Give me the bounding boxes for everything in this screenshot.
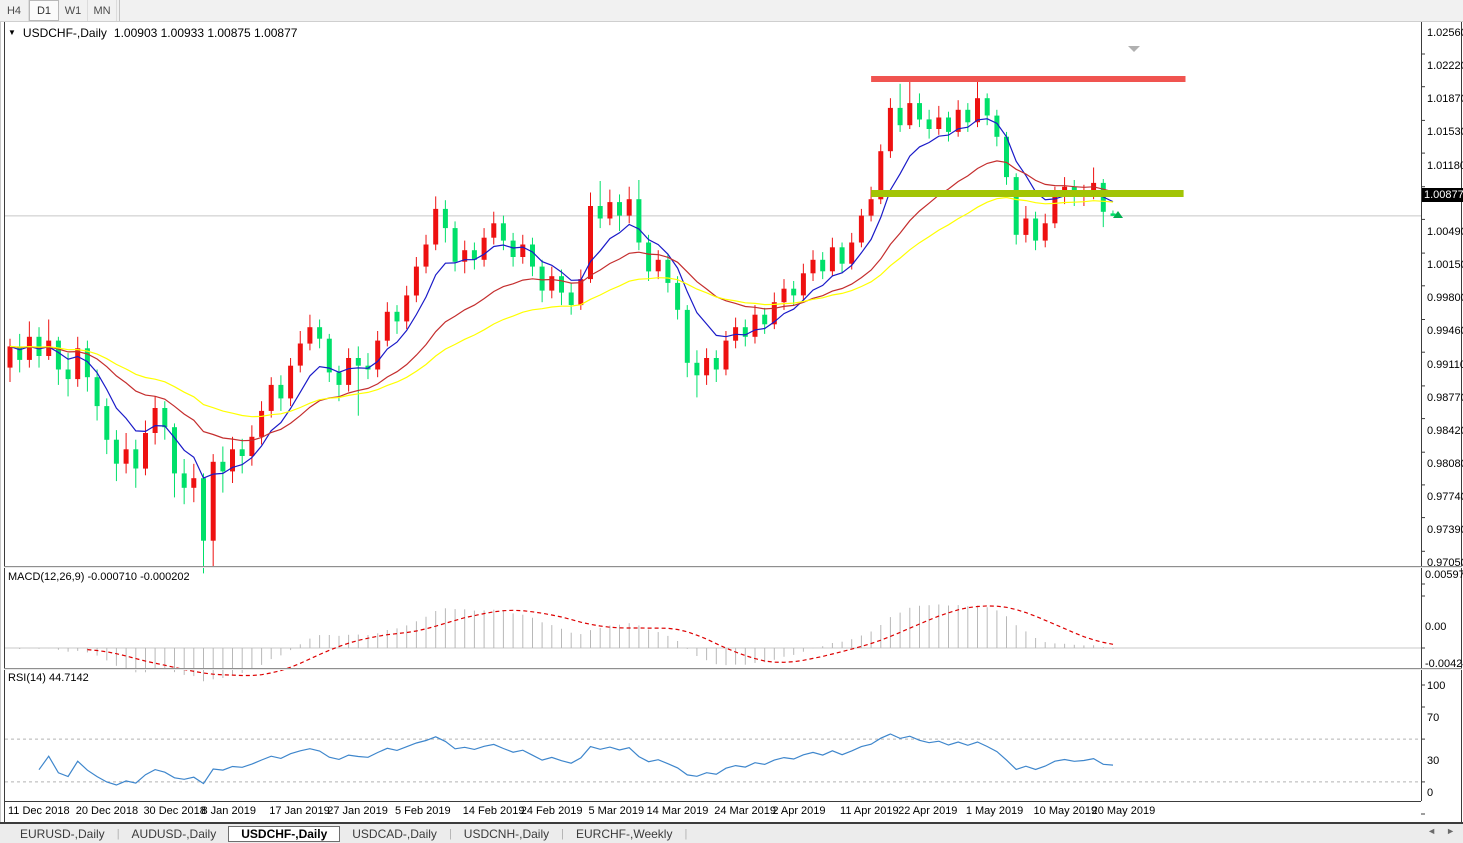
- candles-layer: [7, 77, 1116, 574]
- tab-scroll-arrows: ◄ ►: [1427, 826, 1455, 836]
- tab-usdcad-daily[interactable]: USDCAD-,Daily: [352, 826, 437, 841]
- chart-dropdown-icon[interactable]: ▼: [8, 28, 16, 37]
- chart-window: [0, 21, 1463, 827]
- current-price-badge: 1.00877: [1422, 188, 1463, 202]
- rsi-panel-splitter-light: [4, 669, 1462, 670]
- window-border-right: [1461, 21, 1462, 822]
- date-axis-line: [4, 801, 1421, 802]
- price-arrow-icon: [1113, 211, 1123, 218]
- tab-eurusd-daily[interactable]: EURUSD-,Daily: [20, 826, 105, 841]
- bottom-strip-line: [0, 822, 1463, 824]
- macd-panel-splitter-light: [4, 567, 1462, 568]
- ma-mid: [9, 160, 1114, 442]
- rsi-level-lines: [5, 738, 1421, 783]
- ma-slow: [9, 196, 1114, 418]
- window-outer-edge: [0, 21, 1, 823]
- tab-usdcnh-daily[interactable]: USDCNH-,Daily: [463, 826, 550, 841]
- tab-separator: |: [116, 827, 120, 840]
- tab-separator: |: [561, 827, 564, 840]
- rsi-indicator-label: RSI(14) 44.7142: [8, 672, 89, 684]
- tab-audusd-daily[interactable]: AUDUSD-,Daily: [131, 826, 217, 841]
- timeframe-button-mn[interactable]: MN: [88, 0, 117, 21]
- tab-eurchf-weekly[interactable]: EURCHF-,Weekly: [576, 826, 673, 841]
- timeframe-toolbar: H4 D1 W1 MN: [0, 0, 1463, 22]
- tab-usdchf-daily[interactable]: USDCHF-,Daily: [228, 825, 341, 842]
- tab-scroll-right-icon[interactable]: ►: [1446, 826, 1455, 836]
- tab-separator: |: [448, 827, 452, 840]
- rsi-panel-splitter[interactable]: [4, 668, 1462, 669]
- rsi-line: [38, 733, 1114, 786]
- chart-title: ▼ USDCHF-,Daily 1.00903 1.00933 1.00875 …: [8, 26, 297, 40]
- macd-signal-line: [87, 605, 1114, 677]
- toolbar-divider: [119, 0, 120, 21]
- axis-ticks: [1421, 53, 1425, 815]
- timeframe-button-h4[interactable]: H4: [0, 0, 29, 21]
- macd-panel-splitter[interactable]: [4, 566, 1462, 567]
- tab-scroll-left-icon[interactable]: ◄: [1427, 826, 1437, 836]
- ma-fast: [9, 118, 1114, 479]
- chart-tab-bar: EURUSD-,Daily | AUDUSD-,Daily USDCHF-,Da…: [0, 824, 1463, 843]
- timeframe-button-d1[interactable]: D1: [29, 0, 59, 21]
- tab-separator: |: [684, 827, 688, 840]
- window-border-left: [4, 21, 5, 822]
- ma-lines-layer: [9, 118, 1114, 479]
- scroll-to-end-marker-icon[interactable]: [1128, 46, 1140, 52]
- timeframe-button-w1[interactable]: W1: [59, 0, 88, 21]
- symbol-label: USDCHF-,Daily: [22, 26, 107, 40]
- ohlc-values: 1.00903 1.00933 1.00875 1.00877: [113, 26, 298, 40]
- chart-canvas: [5, 46, 1425, 827]
- price-axis-separator: [1421, 21, 1422, 801]
- macd-indicator-label: MACD(12,26,9) -0.000710 -0.000202: [8, 571, 190, 583]
